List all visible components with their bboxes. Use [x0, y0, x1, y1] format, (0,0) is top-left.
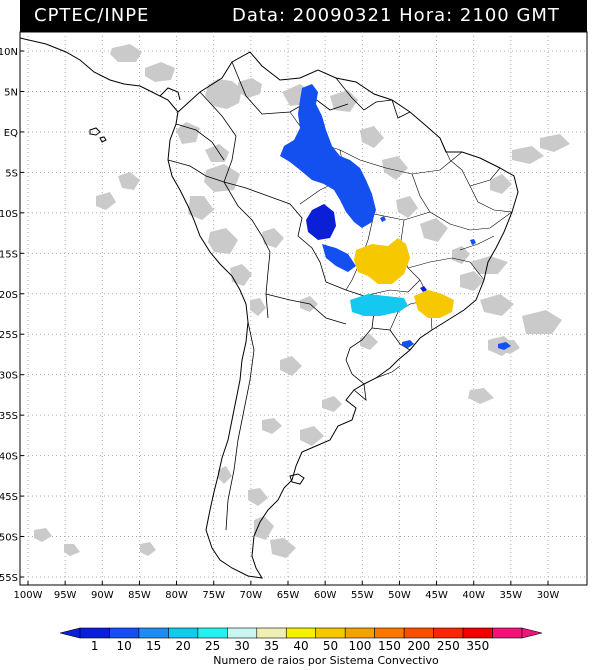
timestamp-label: Data: 20090321 Hora: 2100 GMT: [232, 5, 560, 26]
lon-label: 40W: [462, 590, 485, 601]
lon-label: 70W: [240, 590, 263, 601]
color-legend: 1 10 15 20 25 30 35 40 50 100 150 200 250 350: [59, 627, 543, 653]
legend-title: Numero de raios por Sistema Convectivo: [213, 654, 439, 667]
lat-label: 25S: [0, 330, 18, 341]
legend-value: 10: [117, 639, 132, 653]
legend-swatch: [138, 627, 169, 639]
legend-swatch: [492, 627, 523, 639]
lat-label: 40S: [0, 452, 18, 463]
system-darkblue-small: [420, 286, 427, 292]
lon-label: 100W: [14, 590, 43, 601]
legend-swatch: [285, 627, 317, 639]
time-value: 2100 GMT: [459, 5, 560, 26]
legend-value: 35: [264, 639, 279, 653]
lon-label: 90W: [91, 590, 114, 601]
legend-swatch: [79, 627, 110, 639]
system-blue-small-2: [498, 342, 511, 350]
legend-value: 15: [146, 639, 161, 653]
lat-label: 10S: [0, 209, 18, 220]
system-blue-small-4: [470, 239, 476, 245]
lon-label: 50W: [388, 590, 411, 601]
lon-label: 30W: [537, 590, 560, 601]
system-blue-small-1: [402, 340, 414, 348]
lat-label: 10N: [0, 47, 18, 58]
central-america: [20, 37, 179, 113]
legend-swatch: [374, 627, 405, 639]
lon-label: 85W: [128, 590, 151, 601]
map-header: CPTEC/INPE Data: 20090321 Hora: 2100 GMT: [20, 0, 587, 32]
legend-value: 200: [407, 639, 430, 653]
system-blue-south: [322, 244, 356, 272]
lat-label: 35S: [0, 411, 18, 422]
legend-value: 350: [466, 639, 489, 653]
lon-label: 95W: [54, 590, 77, 601]
legend-swatch: [403, 627, 434, 639]
lat-label: 55S: [0, 573, 18, 584]
lon-label: 60W: [314, 590, 337, 601]
data-label: Data:: [232, 5, 287, 26]
lat-label: 50S: [0, 533, 18, 544]
system-orange-center: [354, 238, 410, 284]
falklands: [289, 473, 305, 485]
legend-swatch: [256, 627, 287, 639]
longitude-labels: 100W 95W 90W 85W 80W 75W 70W 65W 60W 55W 50W 45W 40W…: [14, 581, 560, 601]
lat-label: 20S: [0, 290, 18, 301]
lon-label: 75W: [202, 590, 225, 601]
latitude-labels: 10N 5N EQ 5S 10S 15S 20S 25S 30S 35S 40S 45S 50S 55S: [0, 47, 24, 584]
lon-label: 55W: [351, 590, 374, 601]
legend-value: 150: [378, 639, 401, 653]
legend-value: 1: [91, 639, 99, 653]
lon-label: 65W: [277, 590, 300, 601]
legend-swatch: [197, 627, 228, 639]
lat-label: 5N: [4, 87, 18, 98]
panama: [159, 87, 181, 101]
legend-arrow-left: [59, 627, 81, 639]
legend-value: 50: [323, 639, 338, 653]
hora-label: Hora:: [399, 5, 454, 26]
legend-arrow-right: [521, 627, 543, 639]
lon-label: 45W: [425, 590, 448, 601]
lat-label: EQ: [4, 128, 18, 139]
lat-label: 15S: [0, 249, 18, 260]
legend-value: 250: [437, 639, 460, 653]
legend-swatch: [227, 627, 258, 639]
legend-swatch: [109, 627, 140, 639]
legend-value: 20: [175, 639, 190, 653]
lat-label: 5S: [5, 168, 18, 179]
lat-label: 45S: [0, 492, 18, 503]
legend-value: 100: [348, 639, 371, 653]
system-blue-amazon: [280, 84, 376, 228]
system-orange-southeast: [414, 290, 454, 318]
lon-label: 80W: [165, 590, 188, 601]
lon-label: 35W: [500, 590, 523, 601]
system-blue-small-3: [380, 216, 386, 222]
system-cyan-south: [350, 294, 408, 316]
lat-label: 30S: [0, 371, 18, 382]
legend-swatch: [168, 627, 199, 639]
legend-swatch: [315, 627, 346, 639]
legend-swatch: [433, 627, 464, 639]
source-label: CPTEC/INPE: [34, 5, 150, 26]
legend-value: 40: [293, 639, 308, 653]
legend-swatch: [344, 627, 375, 639]
legend-value: 25: [205, 639, 220, 653]
legend-value: 30: [234, 639, 249, 653]
system-darkblue-west: [306, 204, 336, 240]
date-value: 20090321: [292, 5, 393, 26]
legend-swatch: [462, 627, 493, 639]
lightning-systems: [280, 84, 511, 350]
galapagos: [89, 127, 107, 143]
